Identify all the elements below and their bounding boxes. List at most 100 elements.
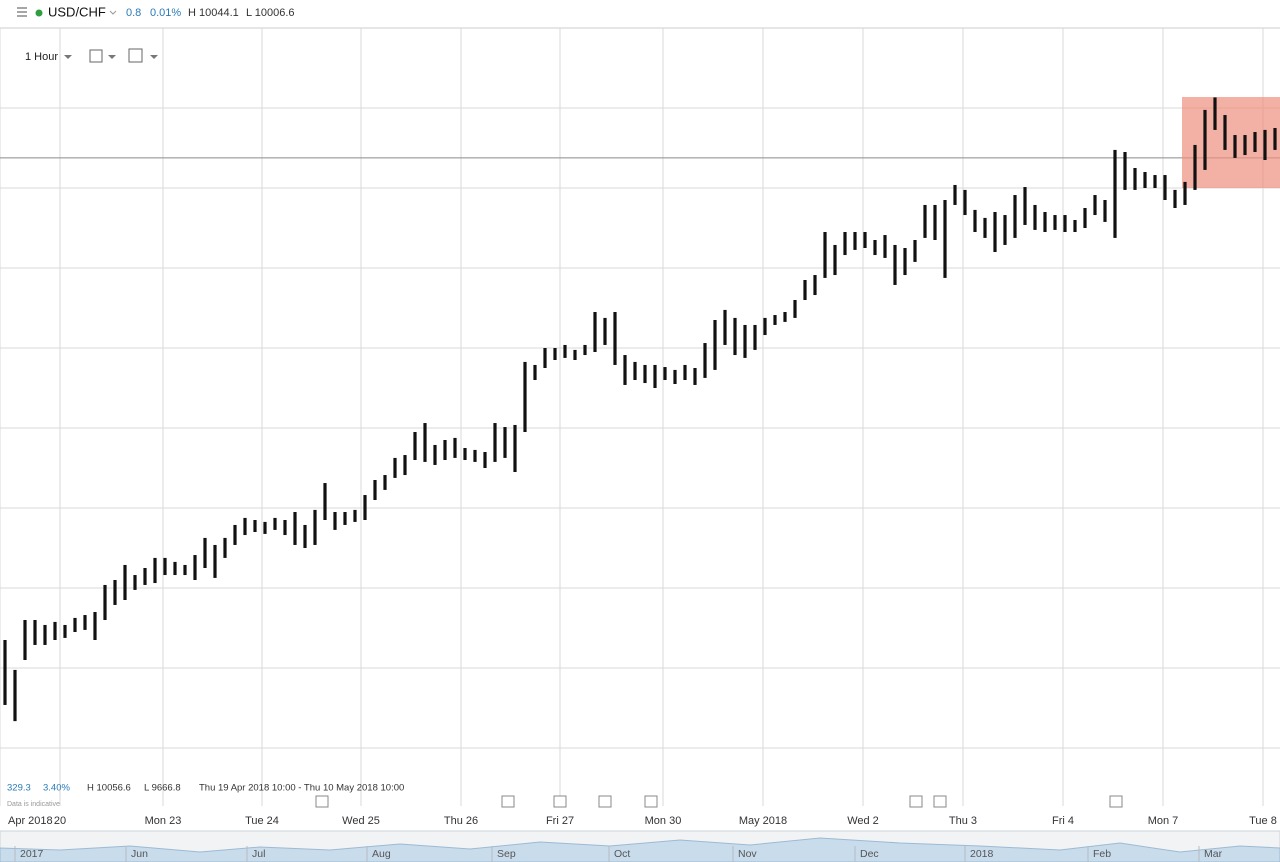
price-bar — [1253, 132, 1257, 152]
dropdown-caret[interactable] — [109, 10, 117, 15]
price-bar — [13, 669, 17, 722]
price-bar — [253, 520, 257, 532]
summary-change-pct: 3.40% — [43, 783, 70, 794]
price-bar — [523, 361, 527, 432]
x-tick-label: Apr 2018 — [8, 815, 53, 827]
price-bar — [1143, 172, 1147, 188]
price-bar — [1043, 212, 1047, 232]
price-bar — [713, 320, 717, 370]
price-bar — [933, 204, 937, 240]
price-bar — [643, 364, 647, 384]
price-bar — [303, 524, 307, 548]
price-bar — [63, 624, 67, 638]
x-tick-label: Tue 24 — [245, 815, 279, 827]
price-bar — [73, 617, 77, 632]
price-bar — [1123, 152, 1127, 190]
navigator-label: 2017 — [20, 848, 44, 860]
price-bar — [1193, 144, 1197, 190]
toolbar: 1 Hour — [25, 48, 158, 63]
menu-icon[interactable] — [17, 7, 27, 17]
price-bar — [1213, 97, 1217, 130]
price-bar — [593, 312, 597, 352]
price-bar — [803, 280, 807, 300]
price-bar — [53, 621, 57, 640]
price-bar — [123, 564, 127, 600]
x-tick-label: May 2018 — [739, 815, 787, 827]
price-bar — [213, 544, 217, 578]
price-bar — [613, 312, 617, 365]
price-bar — [563, 344, 567, 358]
price-bar — [1073, 220, 1077, 232]
price-bar — [1203, 109, 1207, 170]
price-bar — [493, 423, 497, 462]
navigator-label: Nov — [738, 848, 757, 860]
x-tick-label: Fri 27 — [546, 815, 574, 827]
x-tick-label: Thu 3 — [949, 815, 977, 827]
navigator-label: Feb — [1093, 848, 1111, 860]
price-bar — [733, 317, 737, 356]
price-bar — [1273, 128, 1277, 150]
price-bar — [633, 361, 637, 380]
price-bar — [243, 517, 247, 536]
price-bar — [683, 364, 687, 380]
price-bar — [773, 315, 777, 325]
price-bar — [163, 557, 167, 576]
price-bar — [1033, 204, 1037, 230]
price-bar — [293, 512, 297, 545]
navigator-label: Dec — [860, 848, 879, 860]
x-tick-label: Thu 26 — [444, 815, 478, 827]
price-bar — [113, 580, 117, 605]
indicator-button[interactable] — [128, 48, 143, 63]
summary-high: H 10056.6 — [87, 783, 131, 794]
plot-area — [0, 28, 1280, 806]
x-tick-label: Mon 23 — [145, 815, 182, 827]
summary: 329.3 3.40% H 10056.6 L 9666.8 Thu 19 Ap… — [7, 783, 404, 808]
price-bar — [223, 537, 227, 558]
navigator-label: Mar — [1204, 848, 1223, 860]
price-bar — [103, 584, 107, 620]
x-tick-label: Mon 30 — [645, 815, 682, 827]
price-bar — [983, 217, 987, 238]
price-bar — [1053, 215, 1057, 230]
price-bar — [403, 455, 407, 476]
price-bar — [813, 275, 817, 296]
price-bar — [883, 235, 887, 258]
price-bar — [893, 244, 897, 285]
price-bar — [1103, 200, 1107, 222]
price-bar — [143, 568, 147, 585]
price-bar — [353, 509, 357, 522]
price-bar — [343, 512, 347, 525]
interval[interactable]: 1 Hour — [25, 51, 58, 63]
note: Data is indicative — [7, 801, 60, 808]
price-bar — [1183, 181, 1187, 205]
price-bar — [913, 240, 917, 262]
price-bar — [363, 495, 367, 520]
price-bar — [173, 561, 177, 576]
event-icons[interactable] — [315, 795, 1123, 808]
indicator-caret[interactable] — [150, 55, 158, 59]
price-bar — [943, 200, 947, 278]
price-bar — [853, 232, 857, 250]
price-bar — [443, 440, 447, 460]
price-bar — [583, 344, 587, 356]
x-tick-label: Wed 2 — [847, 815, 879, 827]
price-bar — [513, 424, 517, 472]
chart-type-button[interactable] — [89, 49, 103, 63]
price-bar — [1013, 195, 1017, 238]
navigator[interactable]: 2017 Jun Jul Aug Sep Oct Nov Dec 2018 Feb Mar — [0, 830, 1280, 862]
price-bar — [703, 343, 707, 378]
instrument[interactable]: USD/CHF — [48, 4, 106, 19]
price-bar — [663, 367, 667, 380]
price-bar — [823, 232, 827, 278]
price-bar — [453, 437, 457, 458]
price-bar — [323, 483, 327, 520]
interval-caret[interactable] — [64, 55, 72, 59]
price-bar — [93, 612, 97, 640]
chart-type-caret[interactable] — [108, 55, 116, 59]
price-bar — [1133, 168, 1137, 190]
price-bar — [373, 480, 377, 500]
price-bar — [383, 475, 387, 490]
change: 0.8 — [126, 7, 141, 19]
price-bar — [1113, 149, 1117, 238]
price-bar — [573, 349, 577, 360]
